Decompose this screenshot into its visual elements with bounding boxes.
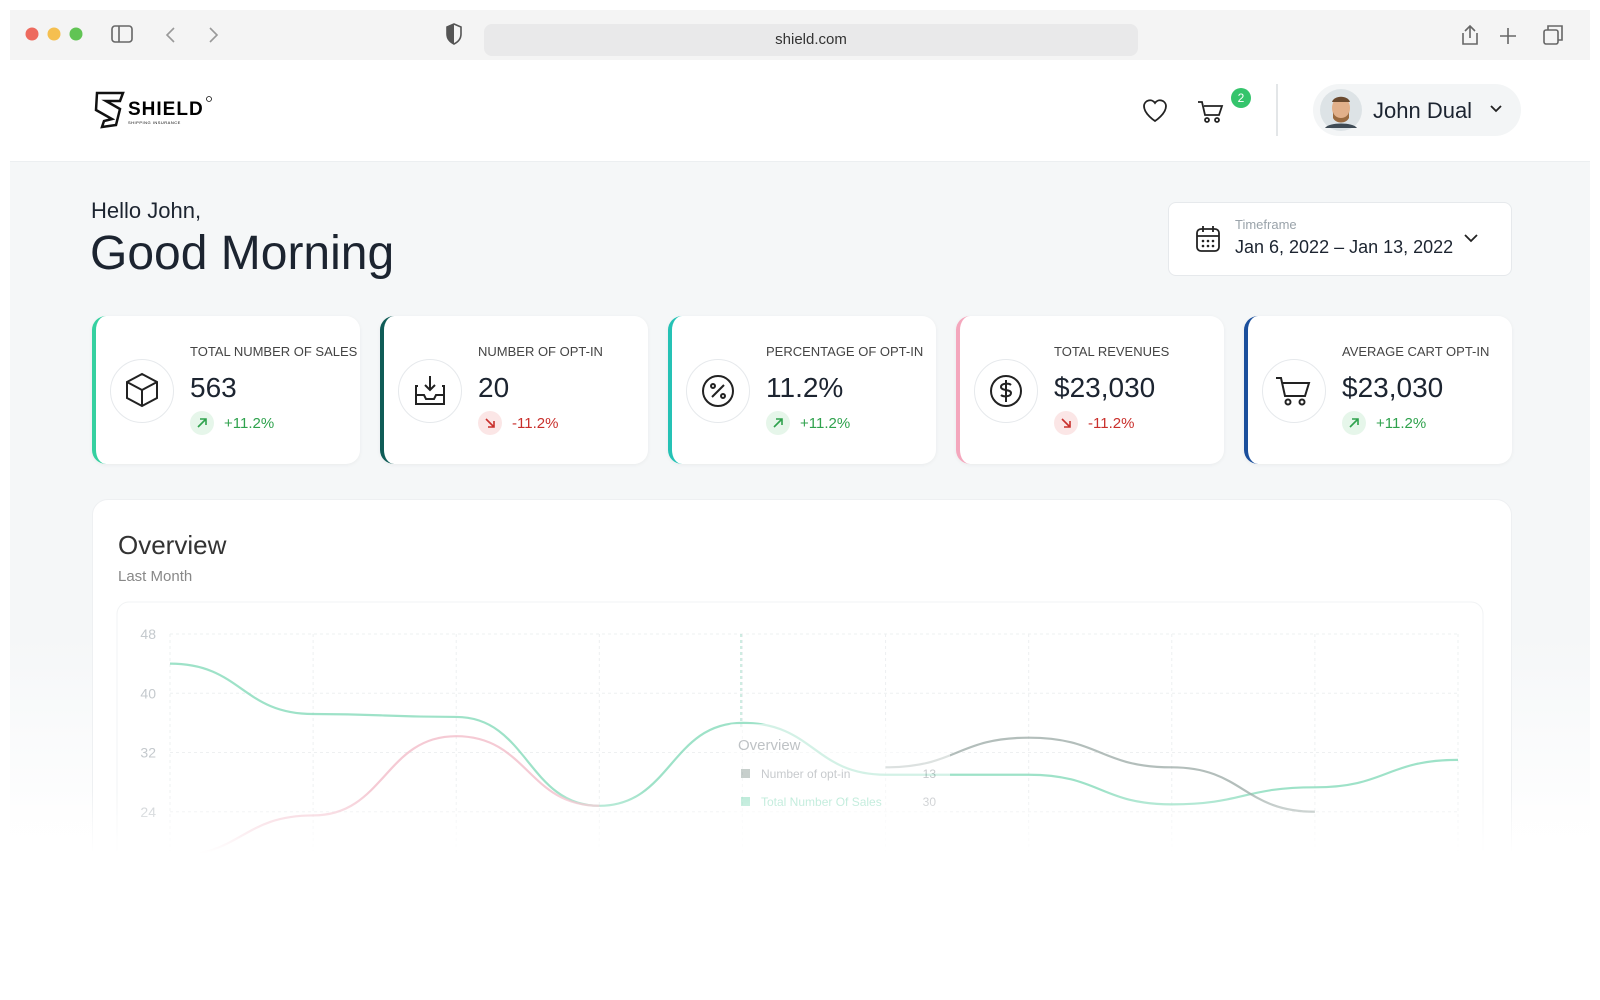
card-change: +11.2% xyxy=(800,415,851,432)
y-tick-label: 40 xyxy=(140,685,156,701)
chevron xyxy=(1490,105,1502,113)
card-accent xyxy=(380,316,398,464)
icon xyxy=(126,372,158,408)
y-tick-label: 32 xyxy=(140,745,156,761)
card-title: NUMBER OF OPT-IN xyxy=(478,344,603,359)
card-accent xyxy=(92,316,110,464)
card-icon xyxy=(686,359,750,423)
stat-card: NUMBER OF OPT-IN 20 -11.2% xyxy=(380,316,648,464)
stat-card: PERCENTAGE OF OPT-IN 11.2% +11.2% xyxy=(668,316,936,464)
trend-icon xyxy=(1342,411,1366,435)
icon xyxy=(990,375,1022,407)
logo[interactable]: SHIELD SHIPPING INSURANCE xyxy=(94,90,224,130)
series-line xyxy=(885,736,1315,813)
nav-buttons[interactable] xyxy=(110,20,230,50)
greeting-message: Good Morning xyxy=(90,227,395,280)
card-title: TOTAL REVENUES xyxy=(1054,344,1170,359)
arrow xyxy=(1349,418,1359,428)
user-name: John Dual xyxy=(1373,98,1473,123)
card-change: -11.2% xyxy=(512,415,559,432)
card-value: 563 xyxy=(190,372,237,403)
y-tick-label: 48 xyxy=(140,626,156,642)
trend-icon xyxy=(766,411,790,435)
address-bar[interactable]: shield.com xyxy=(484,24,1138,56)
user-menu[interactable]: John Dual xyxy=(1313,84,1521,136)
icon xyxy=(1276,377,1311,406)
icon xyxy=(415,376,445,405)
header-icons[interactable] xyxy=(1142,94,1242,130)
trend-icon xyxy=(1054,411,1078,435)
card-accent xyxy=(956,316,974,464)
stat-card: TOTAL NUMBER OF SALES 563 +11.2% xyxy=(92,316,360,464)
arrow xyxy=(485,418,495,428)
timeframe-picker[interactable]: Timeframe Jan 6, 2022 – Jan 13, 2022 xyxy=(1168,202,1512,276)
url-text: shield.com xyxy=(775,31,847,48)
avatar xyxy=(1320,89,1362,131)
app-header: SHIELD SHIPPING INSURANCE 2 John Dual xyxy=(10,60,1590,162)
card-icon xyxy=(398,359,462,423)
card-title: AVERAGE CART OPT-IN xyxy=(1342,344,1490,359)
timeframe-value: Jan 6, 2022 – Jan 13, 2022 xyxy=(1235,237,1454,257)
tooltip-title: Overview xyxy=(738,737,801,754)
card-title: PERCENTAGE OF OPT-IN xyxy=(766,344,924,359)
arrow xyxy=(773,418,783,428)
chevron xyxy=(1464,234,1478,243)
window-controls[interactable] xyxy=(24,22,104,46)
card-value: 20 xyxy=(478,372,510,403)
card-value: 11.2% xyxy=(766,372,844,403)
stat-card: AVERAGE CART OPT-IN $23,030 +11.2% xyxy=(1244,316,1512,464)
timeframe-label: Timeframe xyxy=(1235,217,1297,232)
card-value: $23,030 xyxy=(1054,372,1156,403)
tooltip-item-name: Number of opt-in xyxy=(761,767,850,781)
cart-badge: 2 xyxy=(1231,88,1251,108)
arrow xyxy=(1061,418,1071,428)
divider xyxy=(1276,84,1278,136)
browser-toolbar: shield.com xyxy=(10,10,1590,61)
tooltip-item-value: 13 xyxy=(923,767,937,781)
card-change: +11.2% xyxy=(1376,415,1427,432)
card-icon xyxy=(974,359,1038,423)
card-title: TOTAL NUMBER OF SALES xyxy=(190,344,358,359)
tooltip-swatch xyxy=(741,769,750,778)
card-change: -11.2% xyxy=(1088,415,1135,432)
greeting-hello: Hello John, xyxy=(91,198,202,223)
overview-title: Overview xyxy=(118,530,227,560)
card-change: +11.2% xyxy=(224,415,275,432)
icon xyxy=(702,375,734,407)
shield-icon[interactable] xyxy=(444,22,464,46)
card-icon xyxy=(110,359,174,423)
card-value: $23,030 xyxy=(1342,372,1444,403)
toolbar-actions[interactable] xyxy=(1460,18,1590,48)
brand: SHIELD xyxy=(128,99,204,120)
card-accent xyxy=(668,316,686,464)
card-accent xyxy=(1244,316,1262,464)
fade-overlay xyxy=(0,790,1600,1000)
card-icon xyxy=(1262,359,1326,423)
trend-icon xyxy=(478,411,502,435)
stat-card: TOTAL REVENUES $23,030 -11.2% xyxy=(956,316,1224,464)
trend-icon xyxy=(190,411,214,435)
brand-tagline: SHIPPING INSURANCE xyxy=(128,120,181,125)
arrow xyxy=(197,418,207,428)
calendar-icon xyxy=(1196,226,1220,252)
overview-subtitle: Last Month xyxy=(118,568,193,585)
